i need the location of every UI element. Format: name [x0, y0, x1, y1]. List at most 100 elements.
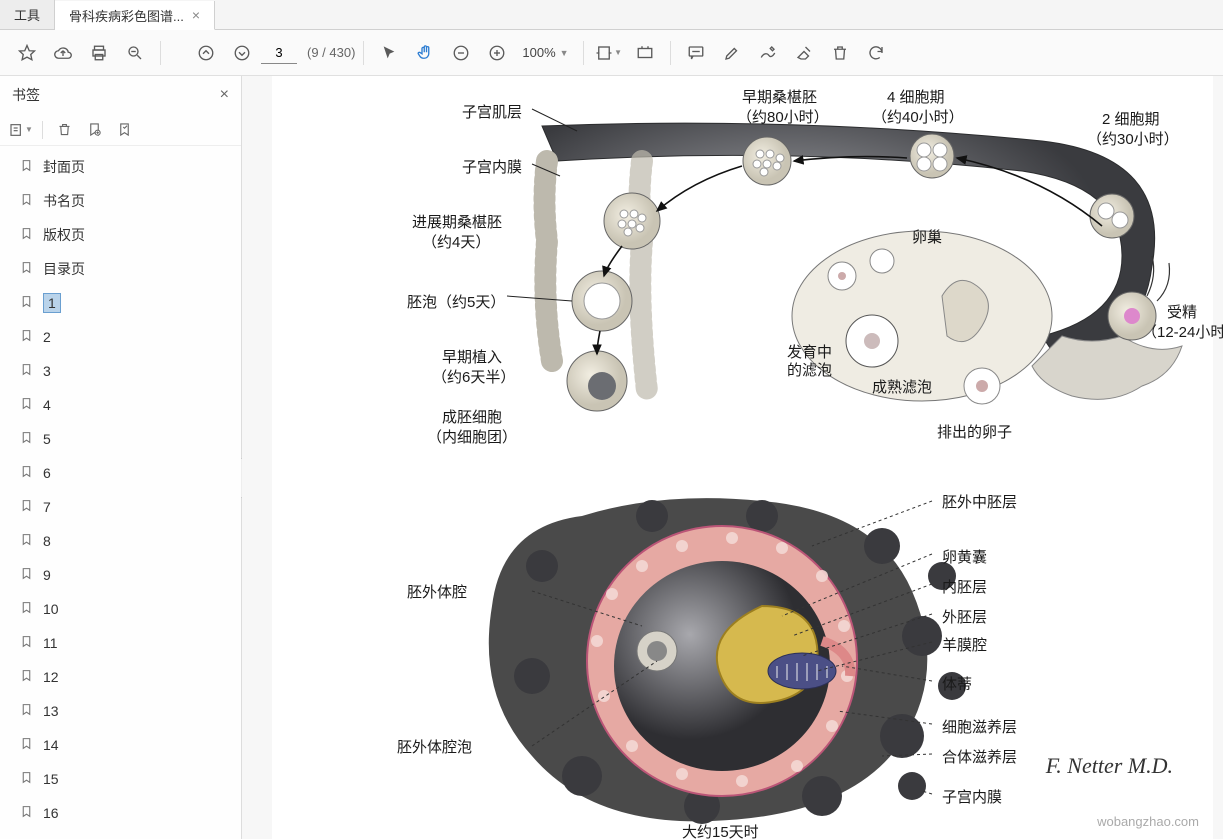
- diagram-label: （约4天）: [422, 231, 490, 252]
- diagram-label: 排出的卵子: [937, 421, 1012, 442]
- zoom-value: 100%: [522, 45, 555, 60]
- diagram-label: 的滤泡: [787, 359, 832, 380]
- bookmark-icon: [20, 601, 33, 617]
- bookmark-item[interactable]: 12: [0, 660, 241, 694]
- add-bookmark-icon[interactable]: [81, 117, 107, 143]
- bookmark-item[interactable]: 4: [0, 388, 241, 422]
- sidebar-title: 书签: [12, 85, 40, 105]
- bookmark-item[interactable]: 9: [0, 558, 241, 592]
- bookmark-item[interactable]: 10: [0, 592, 241, 626]
- erase-icon[interactable]: [787, 36, 821, 70]
- outline-icon[interactable]: ▼: [8, 117, 34, 143]
- pointer-icon[interactable]: [372, 36, 406, 70]
- diagram-label: 受精: [1167, 301, 1197, 322]
- diagram-label: （约40小时）: [872, 106, 964, 127]
- bookmark-item[interactable]: 3: [0, 354, 241, 388]
- bookmark-label: 2: [43, 329, 51, 345]
- diagram-fertilization: 子宫肌层子宫内膜进展期桑椹胚（约4天）早期桑椹胚（约80小时）4 细胞期（约40…: [342, 86, 1212, 466]
- bookmark-icon: [20, 669, 33, 685]
- diagram-label: 内胚层: [942, 576, 987, 597]
- tab-close-icon[interactable]: ×: [192, 7, 200, 23]
- bookmark-item[interactable]: 13: [0, 694, 241, 728]
- fit-page-icon[interactable]: [628, 36, 662, 70]
- bookmark-label: 5: [43, 431, 51, 447]
- bookmark-item[interactable]: 11: [0, 626, 241, 660]
- diagram-label: 胚外体腔泡: [397, 736, 472, 757]
- bookmark-icon: [20, 635, 33, 651]
- bookmark-icon: [20, 159, 33, 175]
- bookmark-item[interactable]: 5: [0, 422, 241, 456]
- bookmark-icon: [20, 363, 33, 379]
- bookmark-label: 目录页: [43, 259, 85, 279]
- page-down-icon[interactable]: [225, 36, 259, 70]
- diagram-label: 大约15天时: [682, 821, 759, 839]
- bookmark-item[interactable]: 版权页: [0, 218, 241, 252]
- bookmark-item[interactable]: 15: [0, 762, 241, 796]
- bookmarks-list[interactable]: 封面页书名页版权页目录页12345678910111213141516: [0, 146, 241, 839]
- bookmark-item[interactable]: 7: [0, 490, 241, 524]
- toolbar-separator: [363, 41, 364, 65]
- bookmark-label: 16: [43, 805, 59, 821]
- search-icon[interactable]: [118, 36, 152, 70]
- sidebar-trash-icon[interactable]: [51, 117, 77, 143]
- bookmark-label: 8: [43, 533, 51, 549]
- bookmark-label: 7: [43, 499, 51, 515]
- diagram-label: 早期桑椹胚: [742, 86, 817, 107]
- bookmark-item[interactable]: 书名页: [0, 184, 241, 218]
- diagram-implantation-svg: [382, 476, 1182, 836]
- bookmark-label: 11: [43, 635, 58, 651]
- diagram-implantation: 胚外体腔胚外体腔泡胚外中胚层卵黄囊内胚层外胚层羊膜腔体蒂细胞滋养层合体滋养层子宫…: [382, 476, 1182, 836]
- bookmark-label: 封面页: [43, 157, 85, 177]
- bookmark-item[interactable]: 封面页: [0, 150, 241, 184]
- cloud-upload-icon[interactable]: [46, 36, 80, 70]
- bookmark-icon: [20, 397, 33, 413]
- main-toolbar: (9 / 430) 100%▼ ▼: [0, 30, 1223, 76]
- bookmark-label: 10: [43, 601, 59, 617]
- bookmark-label: 14: [43, 737, 59, 753]
- diagram-label: 胚外中胚层: [942, 491, 1017, 512]
- comment-icon[interactable]: [679, 36, 713, 70]
- draw-icon[interactable]: [751, 36, 785, 70]
- sidebar-separator: [42, 121, 43, 139]
- tab-bar: 工具 骨科疾病彩色图谱... ×: [0, 0, 1223, 30]
- watermark-text: wobangzhao.com: [1097, 814, 1199, 829]
- zoom-select[interactable]: 100%▼: [516, 45, 574, 60]
- bookmark-item[interactable]: 目录页: [0, 252, 241, 286]
- print-icon[interactable]: [82, 36, 116, 70]
- hand-icon[interactable]: [408, 36, 442, 70]
- document-viewport[interactable]: 子宫肌层子宫内膜进展期桑椹胚（约4天）早期桑椹胚（约80小时）4 细胞期（约40…: [242, 76, 1223, 839]
- diagram-label: 2 细胞期: [1102, 108, 1160, 129]
- zoom-in-icon[interactable]: [480, 36, 514, 70]
- toolbar-separator: [670, 41, 671, 65]
- sidebar-close-icon[interactable]: ×: [220, 86, 229, 104]
- bookmark-ribbon-icon[interactable]: [111, 117, 137, 143]
- trash-icon[interactable]: [823, 36, 857, 70]
- tab-tools[interactable]: 工具: [0, 0, 55, 29]
- bookmark-item[interactable]: 16: [0, 796, 241, 830]
- bookmark-item[interactable]: 8: [0, 524, 241, 558]
- bookmark-item[interactable]: 1: [0, 286, 241, 320]
- diagram-label: 早期植入: [442, 346, 502, 367]
- sidebar-toolbar: ▼: [0, 114, 241, 146]
- tab-tools-label: 工具: [14, 5, 40, 24]
- page-number-input[interactable]: [261, 42, 297, 64]
- bookmark-icon: [20, 295, 33, 311]
- bookmark-icon: [20, 533, 33, 549]
- bookmark-label: 版权页: [43, 225, 85, 245]
- bookmark-item[interactable]: 6: [0, 456, 241, 490]
- diagram-label: 进展期桑椹胚: [412, 211, 502, 232]
- sidebar-header: 书签 ×: [0, 76, 241, 114]
- highlight-icon[interactable]: [715, 36, 749, 70]
- bookmark-icon: [20, 465, 33, 481]
- toolbar-separator: [583, 41, 584, 65]
- tab-document[interactable]: 骨科疾病彩色图谱... ×: [55, 1, 215, 30]
- zoom-out-icon[interactable]: [444, 36, 478, 70]
- diagram-label: 卵巢: [912, 226, 942, 247]
- page-up-icon[interactable]: [189, 36, 223, 70]
- bookmark-item[interactable]: 14: [0, 728, 241, 762]
- fit-width-icon[interactable]: ▼: [592, 36, 626, 70]
- star-icon[interactable]: [10, 36, 44, 70]
- bookmark-icon: [20, 329, 33, 345]
- bookmark-item[interactable]: 2: [0, 320, 241, 354]
- undo-icon[interactable]: [859, 36, 893, 70]
